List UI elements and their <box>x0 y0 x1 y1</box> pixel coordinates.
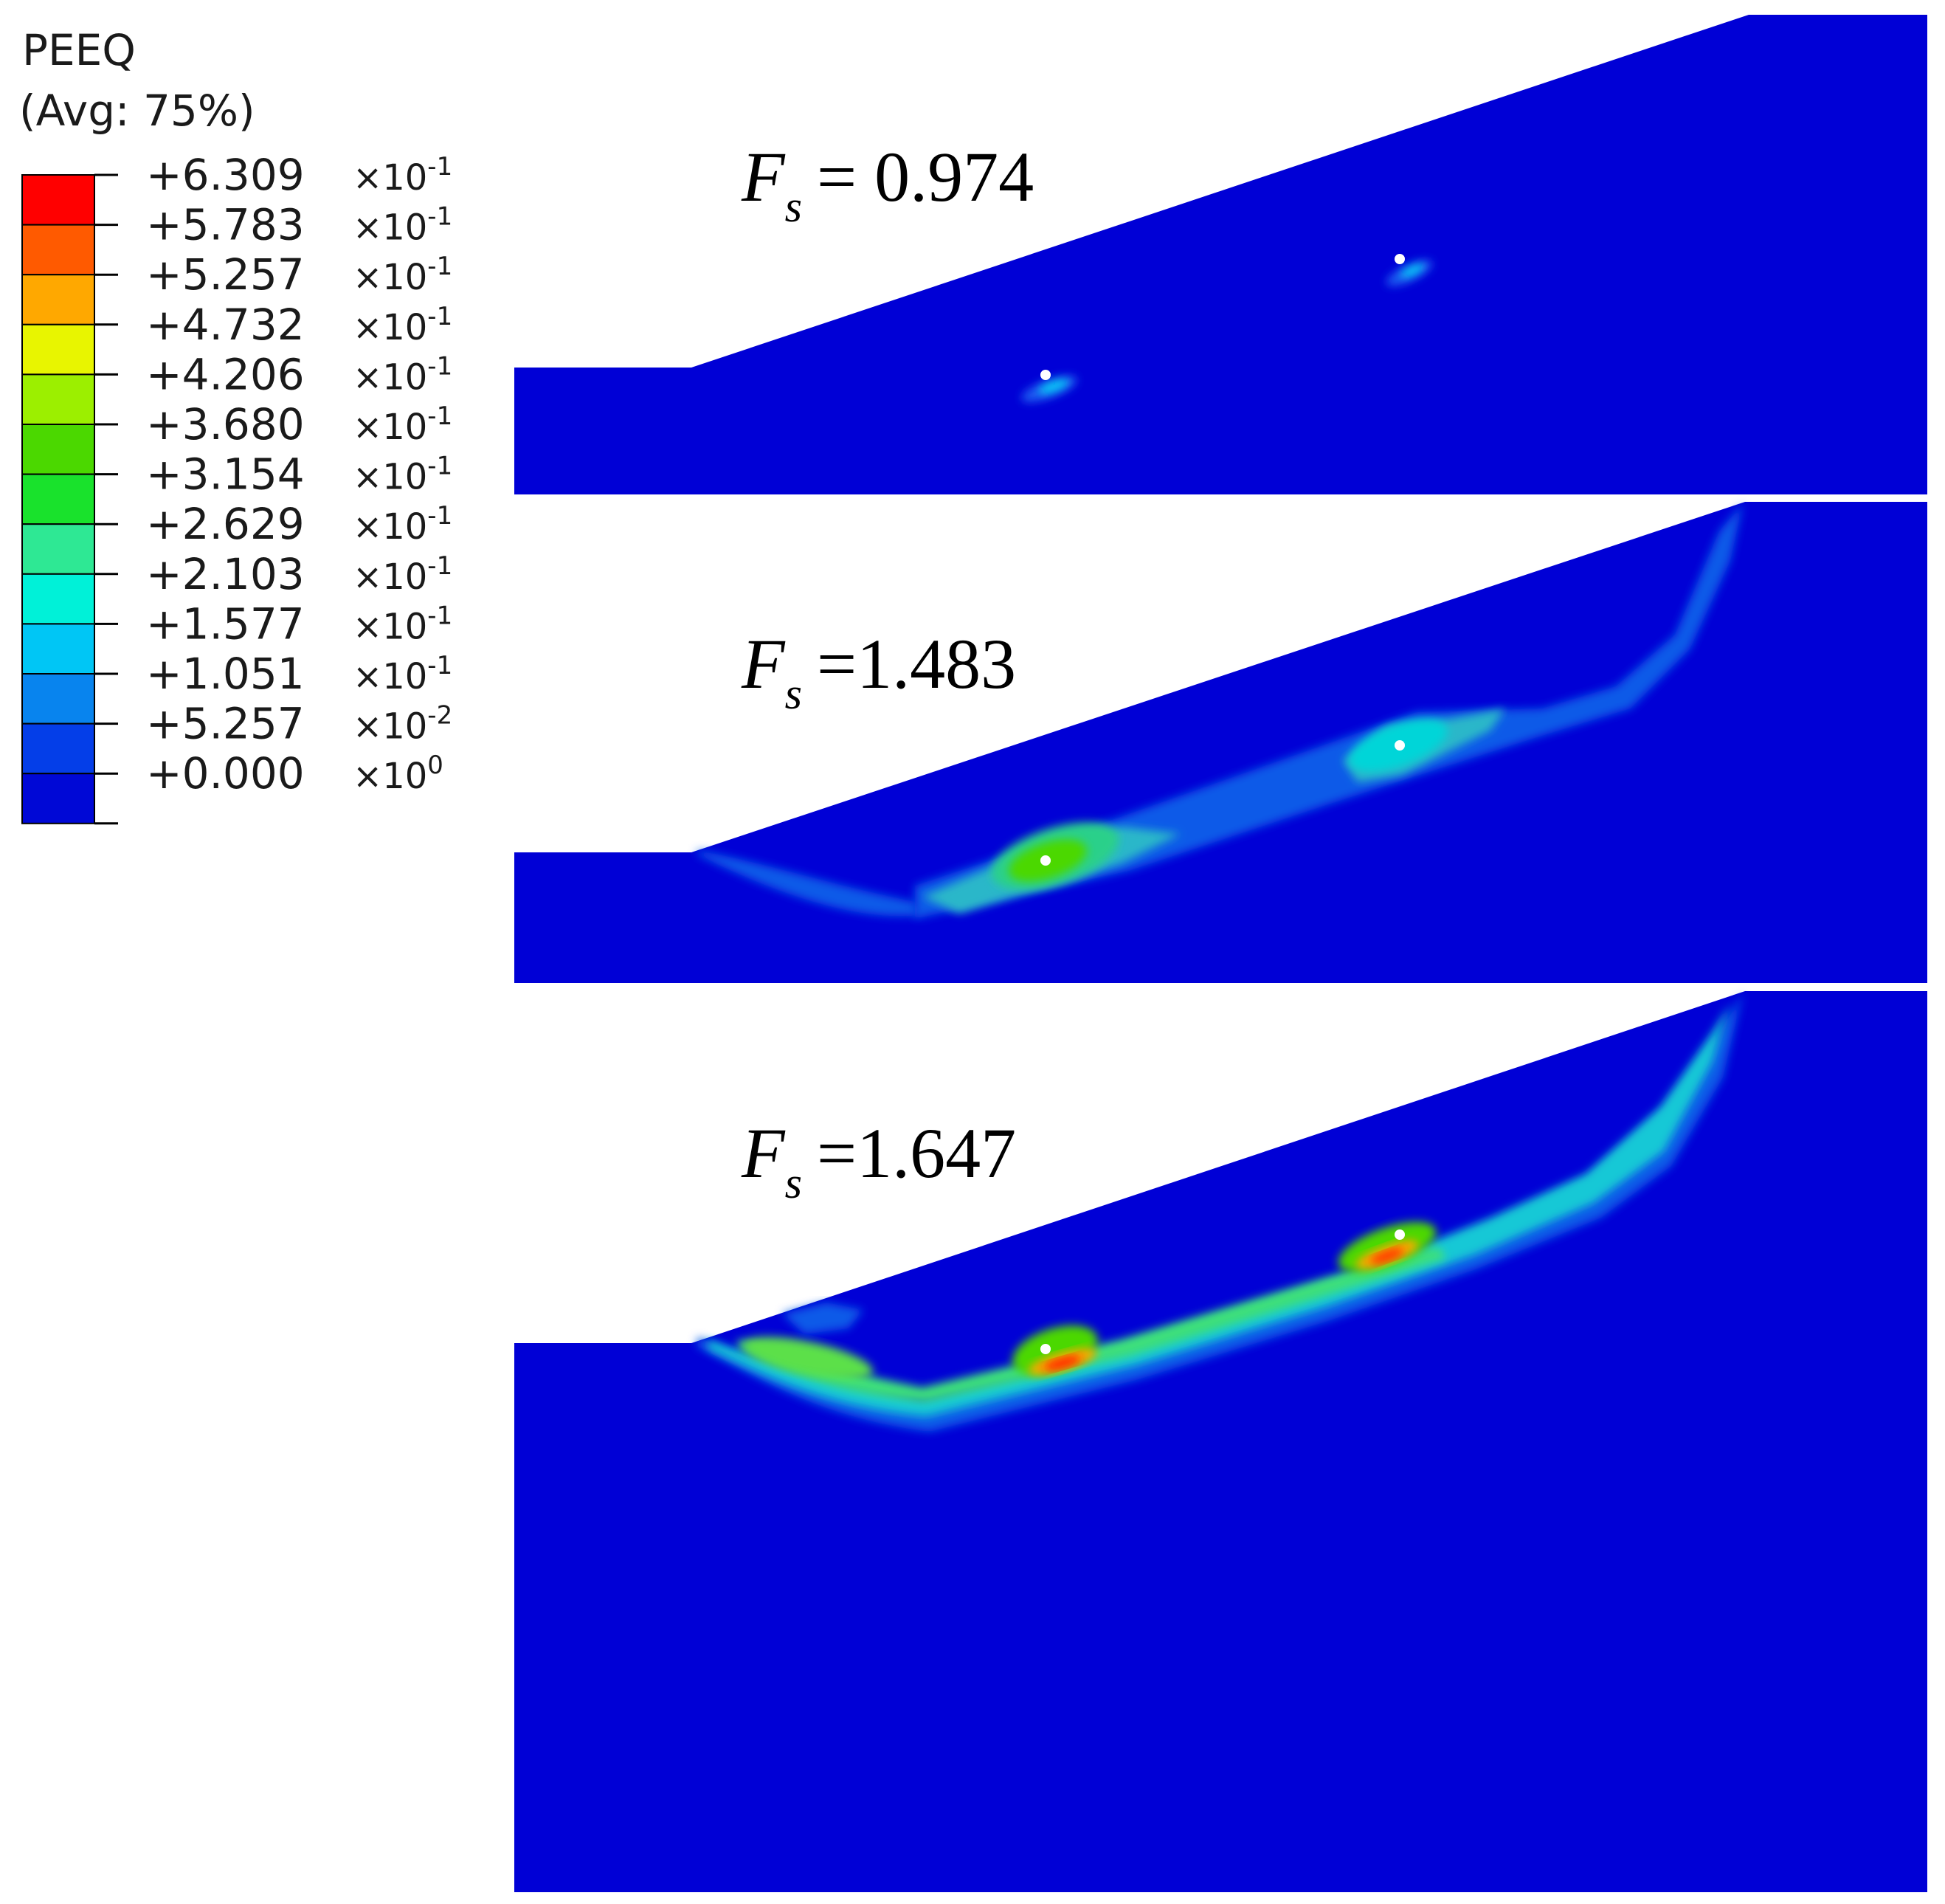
legend-exponent: ×100 <box>353 751 443 797</box>
legend-exponent: ×10-1 <box>353 202 452 249</box>
legend-value: +1.051 <box>146 649 305 699</box>
legend-swatch <box>21 573 95 625</box>
legend-value: +4.732 <box>146 300 305 350</box>
safety-factor-label-3: Fs =1.647 <box>741 1114 1016 1207</box>
safety-factor-label-2: Fs =1.483 <box>741 624 1016 718</box>
monitor-point-2a <box>1040 855 1051 866</box>
plastic-zone-1 <box>1021 260 1433 402</box>
slope-mesh-2 <box>514 502 1927 983</box>
panel-1: Fs = 0.974 <box>514 15 1927 494</box>
legend-value: +4.206 <box>146 349 305 399</box>
legend-exponent: ×10-1 <box>353 351 452 398</box>
legend-value: +3.680 <box>146 399 305 449</box>
slope-mesh-1 <box>514 15 1927 494</box>
legend-swatch <box>21 473 95 525</box>
legend-exponent: ×10-1 <box>353 252 452 298</box>
slope-mesh-3 <box>514 991 1927 1892</box>
legend-swatch <box>21 323 95 376</box>
monitor-point-2b <box>1395 740 1405 751</box>
legend-value: +0.000 <box>146 748 305 798</box>
plastic-zone-3 <box>697 993 1743 1432</box>
monitor-point-3b <box>1395 1229 1405 1240</box>
legend-value: +2.629 <box>146 499 305 549</box>
panel-2: Fs =1.483 <box>514 502 1927 983</box>
legend-exponent: ×10-1 <box>353 452 452 498</box>
legend-exponent: ×10-1 <box>353 152 452 199</box>
legend-scale: +6.309 ×10-1 +5.783 ×10-1 +5.257 ×10-1 +4.732 ×… <box>21 150 452 825</box>
legend-value: +2.103 <box>146 549 305 599</box>
legend-swatch <box>21 623 95 675</box>
monitor-point-3a <box>1040 1344 1051 1354</box>
legend-value: +5.783 <box>146 200 305 250</box>
legend-exponent: ×10-1 <box>353 651 452 697</box>
legend-swatch <box>21 673 95 725</box>
legend-exponent: ×10-1 <box>353 501 452 548</box>
legend-swatch <box>21 224 95 276</box>
legend-exponent: ×10-2 <box>353 701 452 748</box>
legend-swatch <box>21 274 95 325</box>
panel-3: Fs =1.647 <box>514 991 1927 1892</box>
legend-title: PEEQ <box>22 25 136 75</box>
legend-swatch <box>21 174 95 226</box>
legend-exponent: ×10-1 <box>353 601 452 647</box>
monitor-point-1a <box>1040 370 1051 380</box>
legend-swatch <box>21 773 95 824</box>
monitor-point-1b <box>1395 254 1405 264</box>
legend-swatch <box>21 424 95 475</box>
safety-factor-label-1: Fs = 0.974 <box>741 137 1034 231</box>
legend-subtitle: (Avg: 75%) <box>19 86 255 136</box>
legend-value: +5.257 <box>146 699 305 749</box>
legend-value: +5.257 <box>146 249 305 300</box>
legend-value: +3.154 <box>146 449 305 500</box>
legend-exponent: ×10-1 <box>353 401 452 448</box>
legend-value: +6.309 <box>146 150 305 200</box>
legend: PEEQ (Avg: 75%) +6.309 ×10-1 +5.783 ×10-1 +5… <box>19 25 452 825</box>
legend-exponent: ×10-1 <box>353 551 452 598</box>
legend-swatch <box>21 523 95 575</box>
legend-value: +1.577 <box>146 599 305 649</box>
plastic-zone-2 <box>697 503 1743 919</box>
legend-exponent: ×10-1 <box>353 302 452 348</box>
legend-swatch <box>21 373 95 425</box>
legend-swatch <box>21 722 95 775</box>
